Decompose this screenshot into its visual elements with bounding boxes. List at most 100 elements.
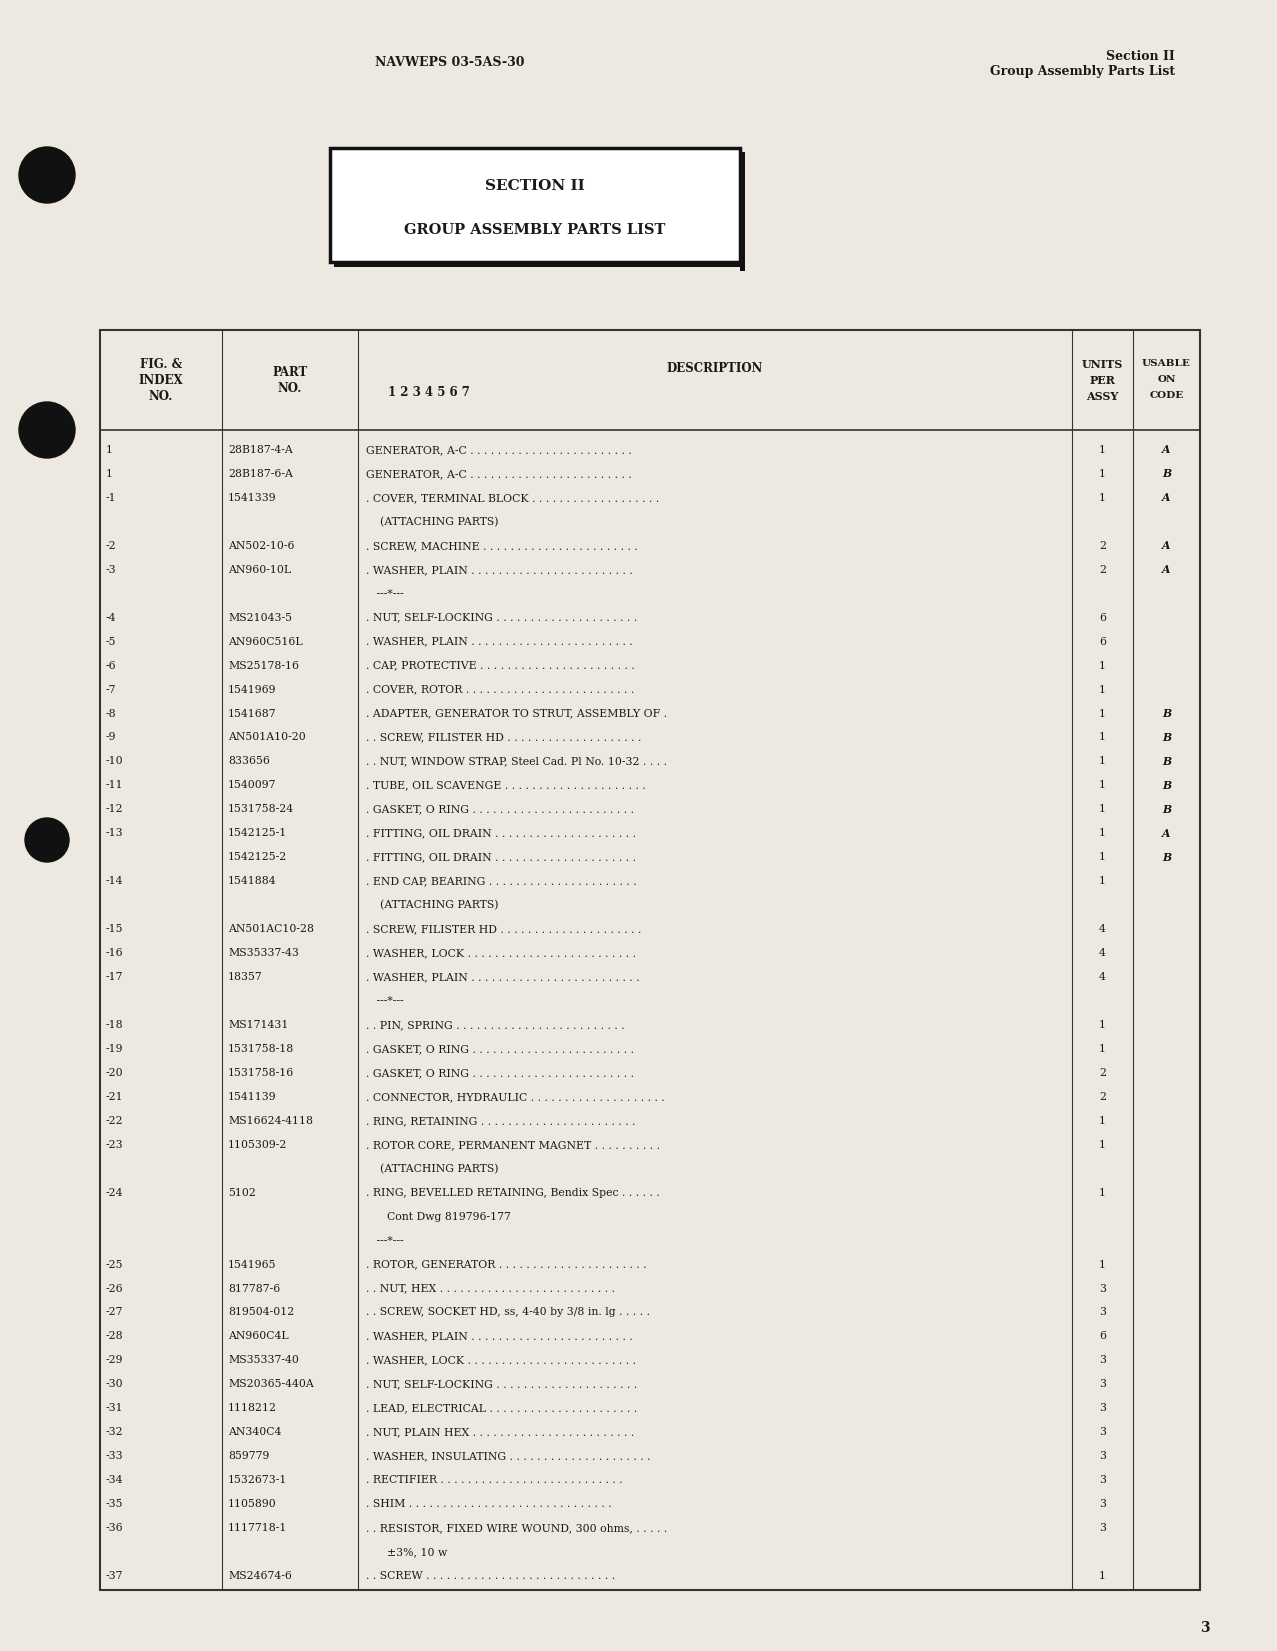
- Text: 1532673-1: 1532673-1: [229, 1476, 287, 1486]
- Text: 4: 4: [1099, 948, 1106, 958]
- Text: . GASKET, O RING . . . . . . . . . . . . . . . . . . . . . . . .: . GASKET, O RING . . . . . . . . . . . .…: [366, 1068, 633, 1078]
- Text: -30: -30: [106, 1379, 124, 1390]
- Bar: [335, 263, 744, 267]
- Text: 1: 1: [1099, 446, 1106, 456]
- Text: 1531758-16: 1531758-16: [229, 1068, 294, 1078]
- Text: 4: 4: [1099, 972, 1106, 982]
- Text: NO.: NO.: [149, 390, 174, 403]
- Text: 3: 3: [1099, 1524, 1106, 1534]
- Text: 1542125-1: 1542125-1: [229, 829, 287, 839]
- Text: 3: 3: [1099, 1426, 1106, 1438]
- Text: MS24674-6: MS24674-6: [229, 1572, 292, 1582]
- Text: B: B: [1162, 731, 1171, 743]
- Text: A: A: [1162, 492, 1171, 504]
- Text: . WASHER, LOCK . . . . . . . . . . . . . . . . . . . . . . . . .: . WASHER, LOCK . . . . . . . . . . . . .…: [366, 1355, 636, 1365]
- Text: -35: -35: [106, 1499, 124, 1509]
- Text: -20: -20: [106, 1068, 124, 1078]
- Text: 2: 2: [1099, 1068, 1106, 1078]
- Text: FIG. &: FIG. &: [140, 358, 183, 370]
- Text: 1: 1: [1099, 852, 1106, 862]
- Text: 1: 1: [1099, 1139, 1106, 1149]
- Text: Section II: Section II: [1106, 50, 1175, 63]
- Text: MS171431: MS171431: [229, 1020, 289, 1030]
- Text: 5102: 5102: [229, 1187, 255, 1197]
- Text: 3: 3: [1099, 1355, 1106, 1365]
- Text: 1: 1: [1099, 756, 1106, 766]
- Text: 3: 3: [1099, 1379, 1106, 1390]
- Text: -1: -1: [106, 494, 116, 504]
- Text: 3: 3: [1099, 1499, 1106, 1509]
- Text: . COVER, TERMINAL BLOCK . . . . . . . . . . . . . . . . . . .: . COVER, TERMINAL BLOCK . . . . . . . . …: [366, 494, 659, 504]
- Text: 6: 6: [1099, 1331, 1106, 1341]
- Text: 1: 1: [1099, 1116, 1106, 1126]
- Text: -12: -12: [106, 804, 124, 814]
- Text: A: A: [1162, 444, 1171, 456]
- Text: ON: ON: [1157, 375, 1176, 385]
- Text: -14: -14: [106, 877, 124, 887]
- Text: ---*---: ---*---: [366, 1235, 404, 1245]
- Text: -17: -17: [106, 972, 124, 982]
- Text: . WASHER, PLAIN . . . . . . . . . . . . . . . . . . . . . . . .: . WASHER, PLAIN . . . . . . . . . . . . …: [366, 637, 632, 647]
- Text: MS25178-16: MS25178-16: [229, 660, 299, 670]
- Text: -5: -5: [106, 637, 116, 647]
- Text: -15: -15: [106, 925, 124, 934]
- Text: NO.: NO.: [278, 381, 303, 395]
- Text: 3: 3: [1099, 1403, 1106, 1413]
- Text: 1: 1: [106, 446, 112, 456]
- Text: . WASHER, PLAIN . . . . . . . . . . . . . . . . . . . . . . . .: . WASHER, PLAIN . . . . . . . . . . . . …: [366, 1331, 632, 1341]
- Text: -21: -21: [106, 1091, 124, 1101]
- Text: -16: -16: [106, 948, 124, 958]
- Text: -9: -9: [106, 733, 116, 743]
- Text: B: B: [1162, 779, 1171, 791]
- Text: -7: -7: [106, 685, 116, 695]
- Text: -22: -22: [106, 1116, 124, 1126]
- Text: PER: PER: [1089, 375, 1115, 385]
- Text: . TUBE, OIL SCAVENGE . . . . . . . . . . . . . . . . . . . . .: . TUBE, OIL SCAVENGE . . . . . . . . . .…: [366, 781, 646, 791]
- Text: . SCREW, FILISTER HD . . . . . . . . . . . . . . . . . . . . .: . SCREW, FILISTER HD . . . . . . . . . .…: [366, 925, 641, 934]
- Text: A: A: [1162, 565, 1171, 575]
- Text: 1541965: 1541965: [229, 1260, 277, 1270]
- Text: . WASHER, LOCK . . . . . . . . . . . . . . . . . . . . . . . . .: . WASHER, LOCK . . . . . . . . . . . . .…: [366, 948, 636, 958]
- Text: -6: -6: [106, 660, 116, 670]
- Text: 1531758-18: 1531758-18: [229, 1043, 294, 1053]
- Text: NAVWEPS 03-5AS-30: NAVWEPS 03-5AS-30: [375, 56, 525, 69]
- Text: -33: -33: [106, 1451, 124, 1461]
- Text: 1542125-2: 1542125-2: [229, 852, 287, 862]
- Text: GROUP ASSEMBLY PARTS LIST: GROUP ASSEMBLY PARTS LIST: [405, 223, 665, 238]
- Text: . . RESISTOR, FIXED WIRE WOUND, 300 ohms, . . . . .: . . RESISTOR, FIXED WIRE WOUND, 300 ohms…: [366, 1524, 668, 1534]
- Text: 1: 1: [1099, 804, 1106, 814]
- Text: 1105309-2: 1105309-2: [229, 1139, 287, 1149]
- Text: AN501A10-20: AN501A10-20: [229, 733, 305, 743]
- Text: 1540097: 1540097: [229, 781, 277, 791]
- Circle shape: [19, 401, 75, 457]
- Text: . CONNECTOR, HYDRAULIC . . . . . . . . . . . . . . . . . . . .: . CONNECTOR, HYDRAULIC . . . . . . . . .…: [366, 1091, 665, 1101]
- Text: Cont Dwg 819796-177: Cont Dwg 819796-177: [366, 1212, 511, 1222]
- Text: 28B187-4-A: 28B187-4-A: [229, 446, 292, 456]
- Text: -24: -24: [106, 1187, 124, 1197]
- Text: . WASHER, INSULATING . . . . . . . . . . . . . . . . . . . . .: . WASHER, INSULATING . . . . . . . . . .…: [366, 1451, 650, 1461]
- Text: . . NUT, HEX . . . . . . . . . . . . . . . . . . . . . . . . . .: . . NUT, HEX . . . . . . . . . . . . . .…: [366, 1283, 616, 1293]
- Text: 4: 4: [1099, 925, 1106, 934]
- Text: . . NUT, WINDOW STRAP, Steel Cad. Pl No. 10-32 . . . .: . . NUT, WINDOW STRAP, Steel Cad. Pl No.…: [366, 756, 667, 766]
- Text: 1541139: 1541139: [229, 1091, 277, 1101]
- Text: 1: 1: [1099, 469, 1106, 479]
- Text: B: B: [1162, 469, 1171, 479]
- Text: . ROTOR, GENERATOR . . . . . . . . . . . . . . . . . . . . . .: . ROTOR, GENERATOR . . . . . . . . . . .…: [366, 1260, 646, 1270]
- Text: -26: -26: [106, 1283, 124, 1293]
- Text: 1: 1: [1099, 1260, 1106, 1270]
- Text: 6: 6: [1099, 637, 1106, 647]
- Text: (ATTACHING PARTS): (ATTACHING PARTS): [366, 900, 498, 910]
- Text: GENERATOR, A-C . . . . . . . . . . . . . . . . . . . . . . . .: GENERATOR, A-C . . . . . . . . . . . . .…: [366, 469, 632, 479]
- Text: 28B187-6-A: 28B187-6-A: [229, 469, 292, 479]
- Text: MS35337-43: MS35337-43: [229, 948, 299, 958]
- Text: 1105890: 1105890: [229, 1499, 277, 1509]
- Text: 1: 1: [1099, 494, 1106, 504]
- Text: DESCRIPTION: DESCRIPTION: [667, 362, 764, 375]
- Text: 833656: 833656: [229, 756, 269, 766]
- Text: 1541884: 1541884: [229, 877, 277, 887]
- Text: . FITTING, OIL DRAIN . . . . . . . . . . . . . . . . . . . . .: . FITTING, OIL DRAIN . . . . . . . . . .…: [366, 852, 636, 862]
- Text: AN960C516L: AN960C516L: [229, 637, 303, 647]
- Text: ---*---: ---*---: [366, 996, 404, 1005]
- Text: . CAP, PROTECTIVE . . . . . . . . . . . . . . . . . . . . . . .: . CAP, PROTECTIVE . . . . . . . . . . . …: [366, 660, 635, 670]
- Text: . ADAPTER, GENERATOR TO STRUT, ASSEMBLY OF .: . ADAPTER, GENERATOR TO STRUT, ASSEMBLY …: [366, 708, 667, 718]
